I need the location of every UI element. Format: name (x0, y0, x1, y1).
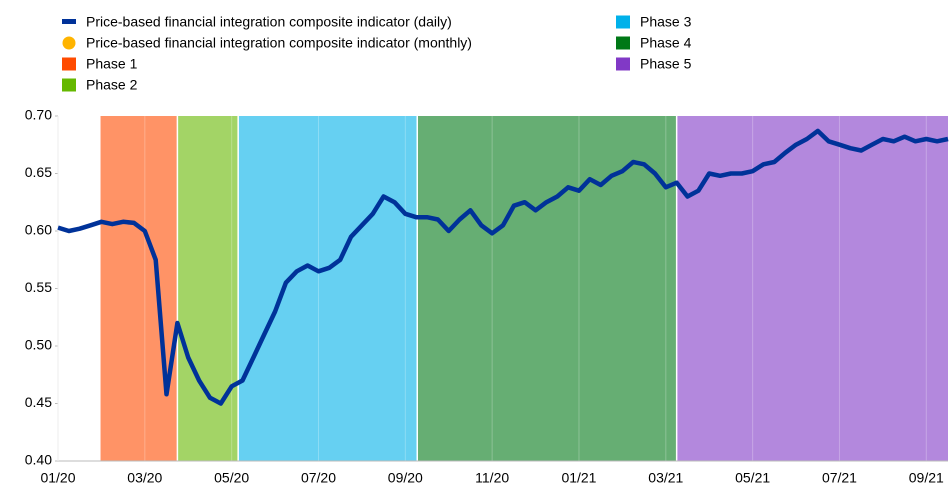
x-tick-label: 09/20 (388, 470, 423, 486)
x-tick-label: 11/20 (475, 470, 509, 486)
x-tick-label: 05/20 (214, 470, 249, 486)
legend-label: Phase 4 (640, 35, 692, 51)
y-tick-label: 0.60 (25, 222, 52, 238)
legend-swatch (616, 36, 630, 50)
phase-area (99, 116, 178, 461)
legend-label: Phase 2 (86, 77, 138, 93)
phase-area (417, 116, 677, 461)
y-tick-label: 0.45 (25, 394, 52, 410)
x-tick-label: 03/21 (648, 470, 683, 486)
x-tick-label: 01/21 (561, 470, 596, 486)
legend-swatch (62, 78, 76, 92)
legend-label: Price-based financial integration compos… (86, 35, 472, 51)
legend-swatch (616, 15, 630, 29)
y-tick-label: 0.55 (25, 279, 52, 295)
phase-area (238, 116, 418, 461)
legend-swatch (62, 57, 76, 71)
x-tick-label: 05/21 (735, 470, 770, 486)
x-tick-label: 07/21 (822, 470, 857, 486)
legend-label: Phase 1 (86, 56, 138, 72)
legend-swatch (616, 57, 630, 71)
x-tick-label: 09/21 (909, 470, 944, 486)
y-tick-label: 0.50 (25, 337, 52, 353)
y-tick-label: 0.65 (25, 164, 52, 180)
phase-area (676, 116, 948, 461)
phase-area (177, 116, 239, 461)
y-tick-label: 0.40 (25, 452, 52, 468)
x-tick-label: 01/20 (40, 470, 75, 486)
x-tick-label: 07/20 (301, 470, 336, 486)
legend-swatch (62, 19, 76, 24)
data-line (57, 128, 949, 406)
legend-label: Phase 3 (640, 14, 692, 30)
x-tick-label: 03/20 (127, 470, 162, 486)
legend-label: Price-based financial integration compos… (86, 14, 452, 30)
y-tick-label: 0.70 (25, 107, 52, 123)
legend-label: Phase 5 (640, 56, 692, 72)
legend-swatch (62, 36, 76, 50)
